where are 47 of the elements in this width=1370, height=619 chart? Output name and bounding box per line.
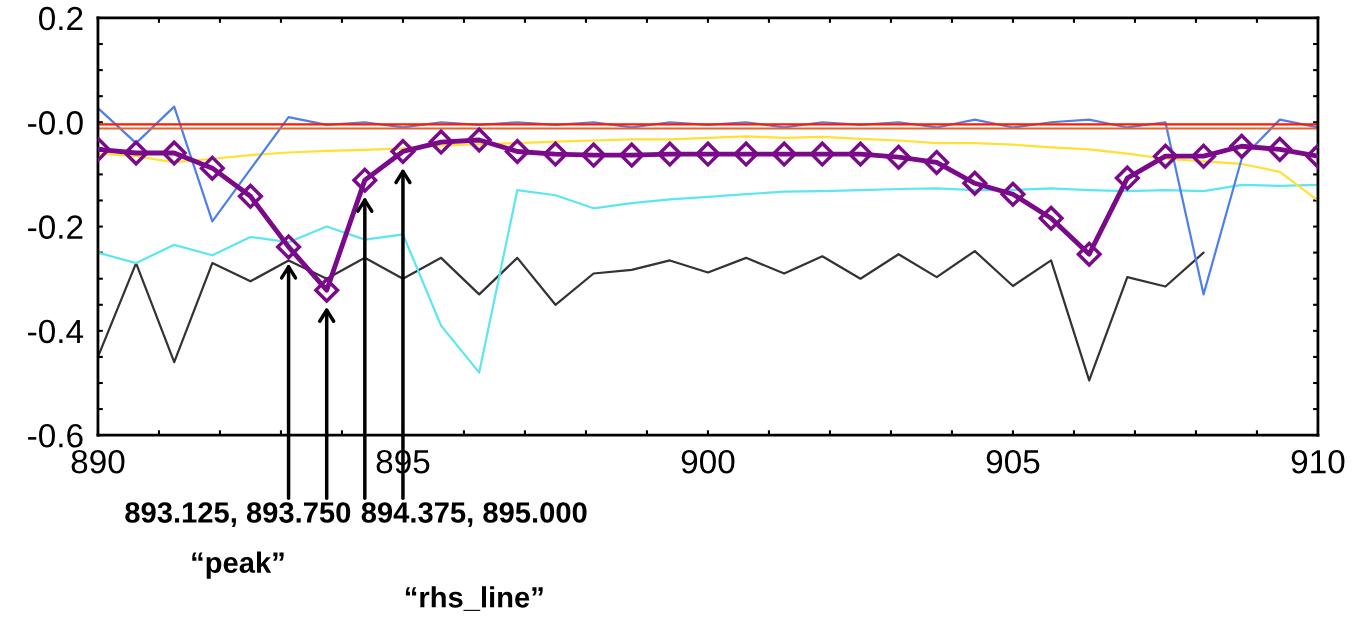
point bbox=[542, 141, 568, 167]
point bbox=[1076, 241, 1102, 267]
point bbox=[1191, 143, 1217, 169]
point bbox=[466, 127, 492, 153]
point bbox=[276, 234, 302, 260]
point bbox=[428, 129, 454, 155]
point bbox=[161, 140, 187, 166]
point bbox=[771, 141, 797, 167]
y-tick-label: -0.2 bbox=[28, 215, 83, 239]
point bbox=[504, 138, 530, 164]
text: 894.375, 895.000 bbox=[361, 502, 587, 528]
point bbox=[1267, 136, 1293, 162]
point bbox=[581, 142, 607, 168]
point bbox=[1152, 143, 1178, 169]
x-tick-label: 890 bbox=[71, 449, 125, 474]
line-series bbox=[97, 249, 1205, 382]
point bbox=[1229, 133, 1255, 159]
y-tick-label: 0.2 bbox=[39, 6, 83, 31]
point bbox=[1114, 165, 1140, 191]
text: 893.125, 893.750 bbox=[125, 502, 351, 528]
point bbox=[352, 167, 378, 193]
text: “rhs_line” bbox=[405, 586, 543, 611]
point bbox=[314, 277, 340, 303]
point bbox=[199, 155, 225, 181]
point bbox=[924, 149, 950, 175]
point bbox=[123, 140, 149, 166]
point bbox=[657, 141, 683, 167]
line-series bbox=[97, 183, 1318, 374]
point bbox=[695, 141, 721, 167]
x-tick-label: 905 bbox=[986, 449, 1040, 474]
x-tick-label: 900 bbox=[681, 449, 735, 474]
y-tick-label: -0.4 bbox=[28, 319, 84, 344]
point bbox=[962, 170, 988, 196]
point bbox=[619, 142, 645, 168]
point bbox=[733, 141, 759, 167]
point bbox=[237, 183, 263, 209]
point bbox=[1000, 181, 1026, 207]
point bbox=[847, 141, 873, 167]
point bbox=[1038, 205, 1064, 231]
point bbox=[390, 138, 416, 164]
point bbox=[886, 144, 912, 170]
text: “peak” bbox=[192, 551, 284, 579]
y-tick-label: -0.0 bbox=[28, 111, 83, 135]
y-tick-label: -0.6 bbox=[28, 423, 83, 448]
line-series bbox=[97, 135, 1318, 202]
x-tick-label: 910 bbox=[1291, 449, 1345, 474]
point bbox=[809, 141, 835, 167]
